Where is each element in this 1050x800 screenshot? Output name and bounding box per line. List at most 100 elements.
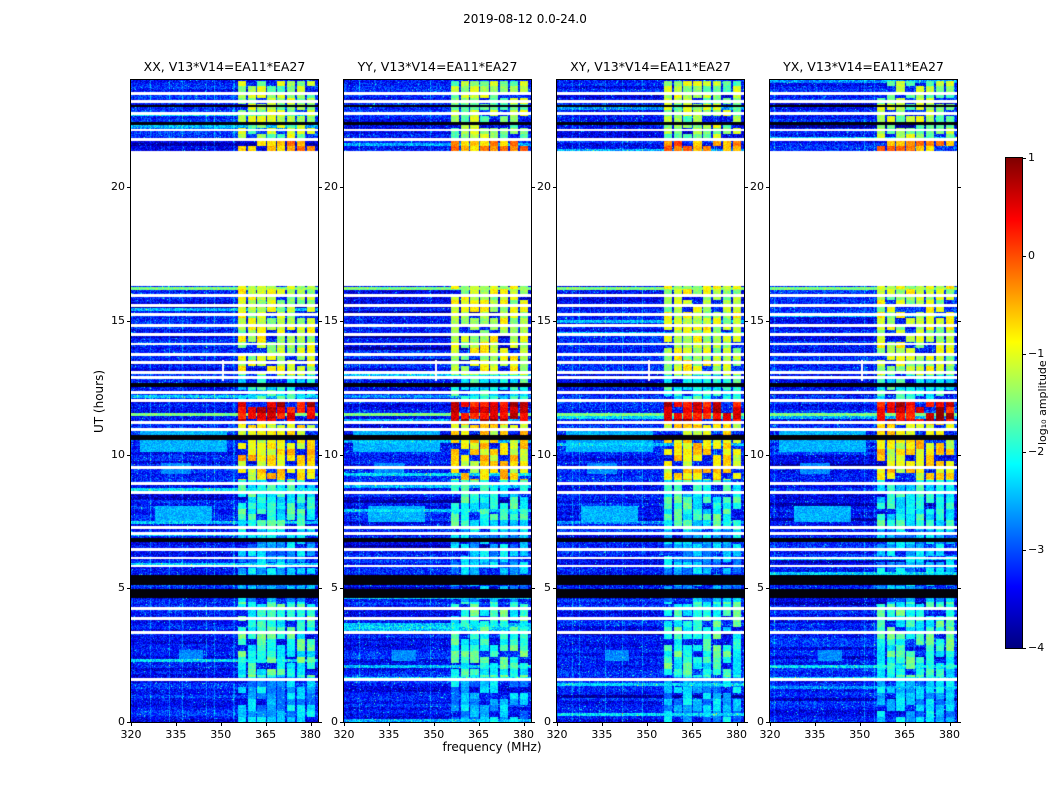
y-tick-mark	[531, 722, 535, 723]
y-tick-label: 10	[324, 447, 338, 461]
y-tick-mark	[957, 454, 961, 456]
panel-title-xy: XY, V13*V14=EA11*EA27	[570, 59, 731, 74]
colorbar-tick-mark	[1022, 256, 1026, 257]
colorbar-tick-mark	[1022, 354, 1026, 355]
x-tick-mark	[691, 722, 693, 726]
y-tick-label: 5	[544, 581, 551, 595]
y-tick-mark	[127, 454, 131, 456]
x-tick-mark	[265, 722, 267, 726]
y-tick-mark	[553, 187, 557, 188]
x-tick-label: 365	[255, 728, 277, 741]
x-tick-mark	[814, 722, 816, 726]
spectrogram-canvas-yx	[770, 80, 957, 722]
y-tick-mark	[744, 320, 748, 322]
x-tick-mark	[859, 722, 861, 726]
y-tick-mark	[531, 187, 535, 188]
y-tick-mark	[340, 454, 344, 456]
y-tick-label: 0	[544, 715, 551, 728]
colorbar-tick-label: 1	[1028, 151, 1035, 164]
y-tick-label: 15	[750, 313, 764, 327]
colorbar: 1 0 −1 −2 −3 −4	[1005, 151, 1044, 654]
y-tick-label: 10	[111, 447, 125, 461]
x-tick-mark	[388, 722, 390, 726]
x-tick-label: 350	[210, 728, 232, 741]
y-tick-mark	[744, 722, 748, 723]
panel-yy: YY, V13*V14=EA11*EA27 320 335 350 365 380 0 5 1…	[324, 59, 535, 741]
y-tick-mark	[127, 187, 131, 188]
y-tick-mark	[553, 454, 557, 456]
y-tick-mark	[340, 588, 344, 590]
x-tick-mark	[131, 722, 132, 726]
y-tick-label: 10	[537, 447, 551, 461]
panel-xx: XX, V13*V14=EA11*EA27 320 335 350 365 380 0 5 1…	[111, 59, 322, 741]
y-tick-label: 20	[537, 180, 551, 193]
x-tick-label: 380	[513, 728, 535, 741]
x-tick-label: 380	[726, 728, 748, 741]
y-tick-label: 0	[331, 715, 338, 728]
x-tick-label: 365	[681, 728, 703, 741]
panel-yx: YX, V13*V14=EA11*EA27 320 335 350 365 380 0 5 1…	[750, 59, 961, 741]
x-tick-label: 335	[165, 728, 187, 741]
x-tick-mark	[601, 722, 603, 726]
x-tick-label: 320	[120, 728, 142, 741]
y-tick-mark	[340, 722, 344, 723]
x-tick-mark	[310, 722, 312, 726]
x-tick-label: 335	[804, 728, 826, 741]
y-tick-mark	[957, 187, 961, 188]
y-tick-mark	[766, 588, 770, 590]
x-tick-mark	[220, 722, 222, 726]
x-tick-label: 350	[423, 728, 445, 741]
x-tick-label: 335	[378, 728, 400, 741]
y-tick-label: 0	[118, 715, 125, 728]
y-tick-mark	[531, 588, 535, 590]
colorbar-gradient	[1006, 158, 1022, 648]
spectrogram-canvas-yy	[344, 80, 531, 722]
y-tick-mark	[744, 454, 748, 456]
x-tick-label: 365	[468, 728, 490, 741]
y-tick-label: 20	[111, 180, 125, 193]
x-tick-label: 380	[300, 728, 322, 741]
x-tick-label: 320	[333, 728, 355, 741]
colorbar-tick-mark	[1022, 158, 1026, 159]
x-tick-mark	[433, 722, 435, 726]
y-axis-label: UT (hours)	[92, 369, 106, 433]
y-tick-mark	[531, 454, 535, 456]
panel-title-xx: XX, V13*V14=EA11*EA27	[143, 59, 306, 74]
x-tick-label: 350	[636, 728, 658, 741]
y-tick-mark	[766, 320, 770, 322]
colorbar-tick-label: 0	[1028, 249, 1035, 262]
x-tick-label: 365	[894, 728, 916, 741]
x-tick-mark	[736, 722, 738, 726]
colorbar-tick-label: −3	[1028, 543, 1045, 556]
colorbar-tick-label: −4	[1028, 641, 1045, 654]
x-tick-label: 320	[546, 728, 568, 741]
y-tick-mark	[318, 187, 322, 188]
colorbar-label: log₁₀ amplitude	[1036, 360, 1049, 446]
y-tick-mark	[340, 320, 344, 322]
y-tick-mark	[127, 722, 131, 723]
y-tick-label: 5	[757, 581, 764, 595]
y-tick-mark	[957, 320, 961, 322]
x-tick-mark	[949, 722, 951, 726]
colorbar-tick-mark	[1022, 648, 1026, 649]
y-tick-label: 0	[757, 715, 764, 728]
panel-title-yx: YX, V13*V14=EA11*EA27	[783, 59, 944, 74]
y-tick-label: 15	[324, 313, 338, 327]
y-tick-mark	[318, 454, 322, 456]
y-tick-mark	[531, 320, 535, 322]
y-tick-label: 15	[111, 313, 125, 327]
y-tick-mark	[957, 588, 961, 590]
y-tick-label: 15	[537, 313, 551, 327]
x-tick-mark	[523, 722, 525, 726]
y-tick-mark	[340, 187, 344, 188]
x-tick-mark	[478, 722, 480, 726]
colorbar-tick-label: −2	[1028, 445, 1045, 458]
y-tick-mark	[744, 187, 748, 188]
x-tick-label: 335	[591, 728, 613, 741]
panel-xy: XY, V13*V14=EA11*EA27 320 335 350 365 380 0 5 1…	[537, 59, 748, 741]
y-tick-label: 20	[324, 180, 338, 193]
y-tick-mark	[553, 722, 557, 723]
y-tick-mark	[127, 320, 131, 322]
y-tick-mark	[766, 722, 770, 723]
